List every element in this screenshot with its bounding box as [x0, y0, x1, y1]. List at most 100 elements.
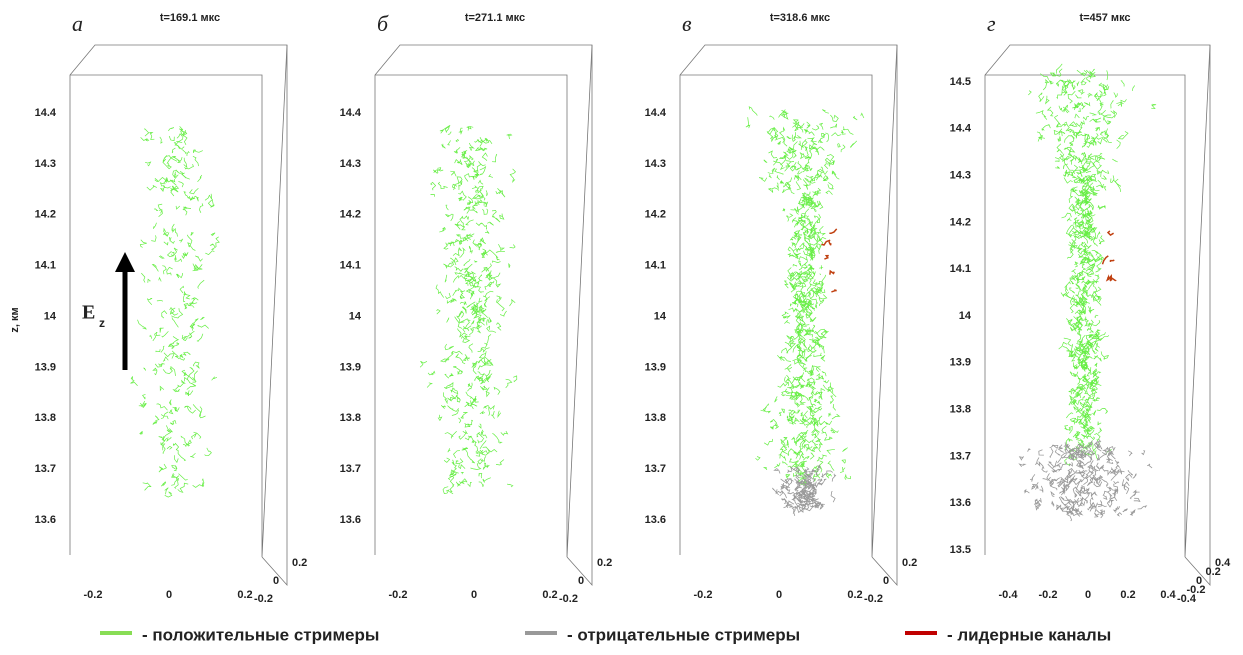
streamer [447, 131, 452, 135]
streamer [1085, 408, 1089, 413]
streamer [1073, 234, 1082, 239]
streamer [471, 320, 475, 325]
streamer [482, 465, 487, 470]
x-tick-label: 0.2 [1120, 589, 1135, 601]
streamer [817, 437, 823, 446]
streamer [1095, 329, 1101, 334]
streamer [1074, 321, 1080, 326]
streamer [1094, 368, 1098, 373]
streamer [419, 360, 428, 368]
streamer [464, 319, 471, 330]
z-tick-label: 14 [654, 310, 667, 322]
streamer [449, 464, 457, 476]
streamer [149, 132, 155, 140]
streamer [426, 382, 433, 388]
streamer [1080, 449, 1087, 457]
streamer [1096, 255, 1103, 270]
streamer [804, 146, 809, 156]
streamer [465, 288, 471, 294]
streamer [1089, 230, 1096, 242]
streamer [172, 442, 180, 450]
streamer [811, 224, 816, 235]
streamer [1086, 69, 1095, 77]
streamer [191, 318, 199, 331]
streamer [801, 193, 807, 199]
streamer [463, 258, 471, 266]
streamer [1058, 478, 1066, 484]
streamer [813, 419, 819, 428]
streamer [787, 504, 794, 508]
streamer [1064, 146, 1075, 159]
streamer [1089, 429, 1095, 435]
streamer [804, 177, 810, 183]
panel-letter: а [72, 11, 83, 36]
streamer [1096, 408, 1108, 414]
streamer [454, 223, 461, 230]
streamer [472, 310, 479, 317]
streamer [158, 463, 167, 473]
streamer [802, 221, 813, 231]
streamer [480, 147, 488, 152]
streamer [1104, 85, 1110, 91]
streamer [791, 285, 800, 290]
z-tick-label: 13.6 [645, 514, 666, 526]
streamer [180, 435, 189, 447]
streamer [1087, 153, 1092, 160]
streamer [1086, 160, 1091, 168]
panel: б t=271.1 мкс14.414.314.214.11413.913.813… [340, 11, 613, 605]
streamer [430, 181, 437, 191]
streamer [461, 447, 472, 461]
streamer [187, 330, 195, 337]
streamer [1070, 353, 1076, 358]
z-tick-label: 14.3 [340, 158, 361, 170]
streamer [816, 286, 826, 294]
streamer [803, 191, 809, 196]
streamer [1064, 82, 1070, 90]
streamer [1084, 318, 1089, 323]
streamer [130, 376, 138, 387]
y-tick-label: 0 [883, 575, 889, 587]
streamer [485, 387, 490, 398]
streamer [1089, 112, 1098, 116]
z-tick-label: 13.7 [340, 463, 361, 475]
streamer [457, 176, 463, 184]
streamer [783, 280, 789, 289]
streamer [1106, 70, 1109, 81]
streamer [474, 139, 483, 147]
streamer [482, 248, 499, 259]
streamer [1081, 263, 1087, 270]
streamer [1079, 334, 1086, 345]
streamer [486, 319, 490, 326]
streamer [473, 282, 482, 289]
streamer [1113, 92, 1118, 98]
streamer [171, 185, 180, 190]
streamer [773, 158, 779, 166]
streamer [1071, 511, 1081, 517]
streamer [805, 498, 816, 504]
streamer [1084, 399, 1088, 404]
streamer [821, 239, 831, 246]
streamer [1091, 293, 1097, 300]
streamer [1046, 473, 1051, 484]
y-tick-label: -0.2 [254, 593, 273, 605]
streamer [801, 162, 809, 170]
streamer [1058, 341, 1068, 350]
streamer [476, 319, 485, 326]
streamer [840, 144, 846, 153]
streamer [1076, 324, 1083, 331]
streamer [798, 247, 802, 251]
streamer [1099, 131, 1103, 136]
streamer [1062, 80, 1068, 89]
streamer [484, 356, 494, 366]
streamer [507, 483, 514, 488]
streamer [1082, 286, 1089, 292]
streamer [819, 273, 822, 276]
streamer [1086, 261, 1094, 269]
streamer [482, 477, 491, 483]
streamer [1054, 462, 1062, 468]
streamer [1097, 427, 1102, 434]
streamer [794, 316, 803, 322]
streamer [1086, 493, 1090, 497]
streamer [801, 276, 808, 281]
streamer [815, 341, 821, 348]
